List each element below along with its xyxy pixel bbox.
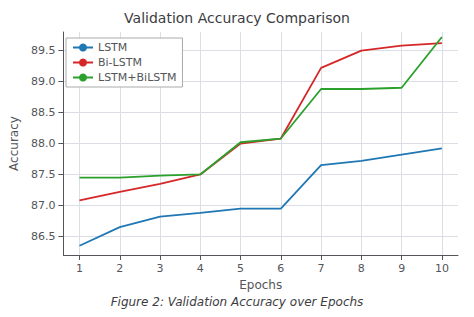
svg-text:89.0: 89.0: [31, 75, 56, 88]
svg-text:Accuracy: Accuracy: [7, 116, 21, 171]
svg-text:6: 6: [277, 262, 284, 275]
svg-text:LSTM: LSTM: [98, 41, 127, 54]
svg-text:Validation Accuracy Comparison: Validation Accuracy Comparison: [124, 10, 350, 26]
svg-text:Figure 2: Validation Accuracy: Figure 2: Validation Accuracy over Epoch…: [111, 295, 364, 309]
svg-text:89.5: 89.5: [31, 44, 56, 57]
svg-text:7: 7: [318, 262, 325, 275]
svg-text:86.5: 86.5: [31, 230, 56, 243]
svg-text:88.5: 88.5: [31, 106, 56, 119]
svg-text:10: 10: [435, 262, 449, 275]
svg-text:8: 8: [358, 262, 365, 275]
svg-text:87.5: 87.5: [31, 168, 56, 181]
svg-text:Epochs: Epochs: [239, 278, 282, 292]
svg-text:1: 1: [76, 262, 83, 275]
svg-text:4: 4: [197, 262, 204, 275]
svg-text:Bi-LSTM: Bi-LSTM: [98, 56, 142, 69]
svg-text:88.0: 88.0: [31, 137, 56, 150]
svg-text:3: 3: [157, 262, 164, 275]
svg-text:87.0: 87.0: [31, 199, 56, 212]
svg-text:9: 9: [398, 262, 405, 275]
svg-text:2: 2: [116, 262, 123, 275]
svg-text:5: 5: [237, 262, 244, 275]
svg-text:LSTM+BiLSTM: LSTM+BiLSTM: [98, 71, 176, 84]
